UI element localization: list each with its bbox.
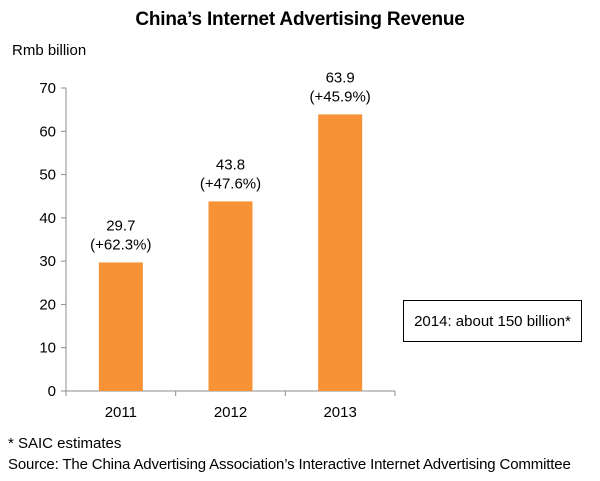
- x-tick-label: 2012: [214, 404, 247, 421]
- annotation-box: 2014: about 150 billion*: [403, 300, 582, 342]
- y-tick-label: 30: [39, 253, 56, 270]
- bar-2011: [98, 262, 143, 391]
- y-tick-label: 40: [39, 210, 56, 227]
- y-tick-label: 10: [39, 340, 56, 357]
- source-note: Source: The China Advertising Associatio…: [8, 456, 571, 473]
- x-tick-label: 2011: [105, 404, 137, 421]
- y-axis-unit-label: Rmb billion: [12, 42, 87, 59]
- y-tick-label: 70: [39, 80, 56, 97]
- footnote: * SAIC estimates: [8, 435, 122, 452]
- y-tick-label: 0: [48, 383, 56, 400]
- y-tick-label: 50: [39, 167, 56, 184]
- chart-title: China’s Internet Advertising Revenue: [135, 9, 465, 30]
- y-tick-label: 20: [39, 296, 56, 313]
- x-tick-label: 2013: [323, 404, 356, 421]
- data-label-2012: (+47.6%): [200, 175, 261, 192]
- data-label-2013: (+45.9%): [310, 88, 371, 105]
- data-label-2012: 43.8: [216, 156, 245, 173]
- y-tick-label: 60: [39, 123, 56, 140]
- data-label-2013: 63.9: [326, 69, 355, 86]
- annotation-text: 2014: about 150 billion*: [414, 312, 571, 330]
- data-label-2011: (+62.3%): [90, 236, 151, 253]
- bar-2012: [208, 201, 253, 391]
- data-label-2011: 29.7: [106, 217, 135, 234]
- bar-2013: [318, 114, 363, 391]
